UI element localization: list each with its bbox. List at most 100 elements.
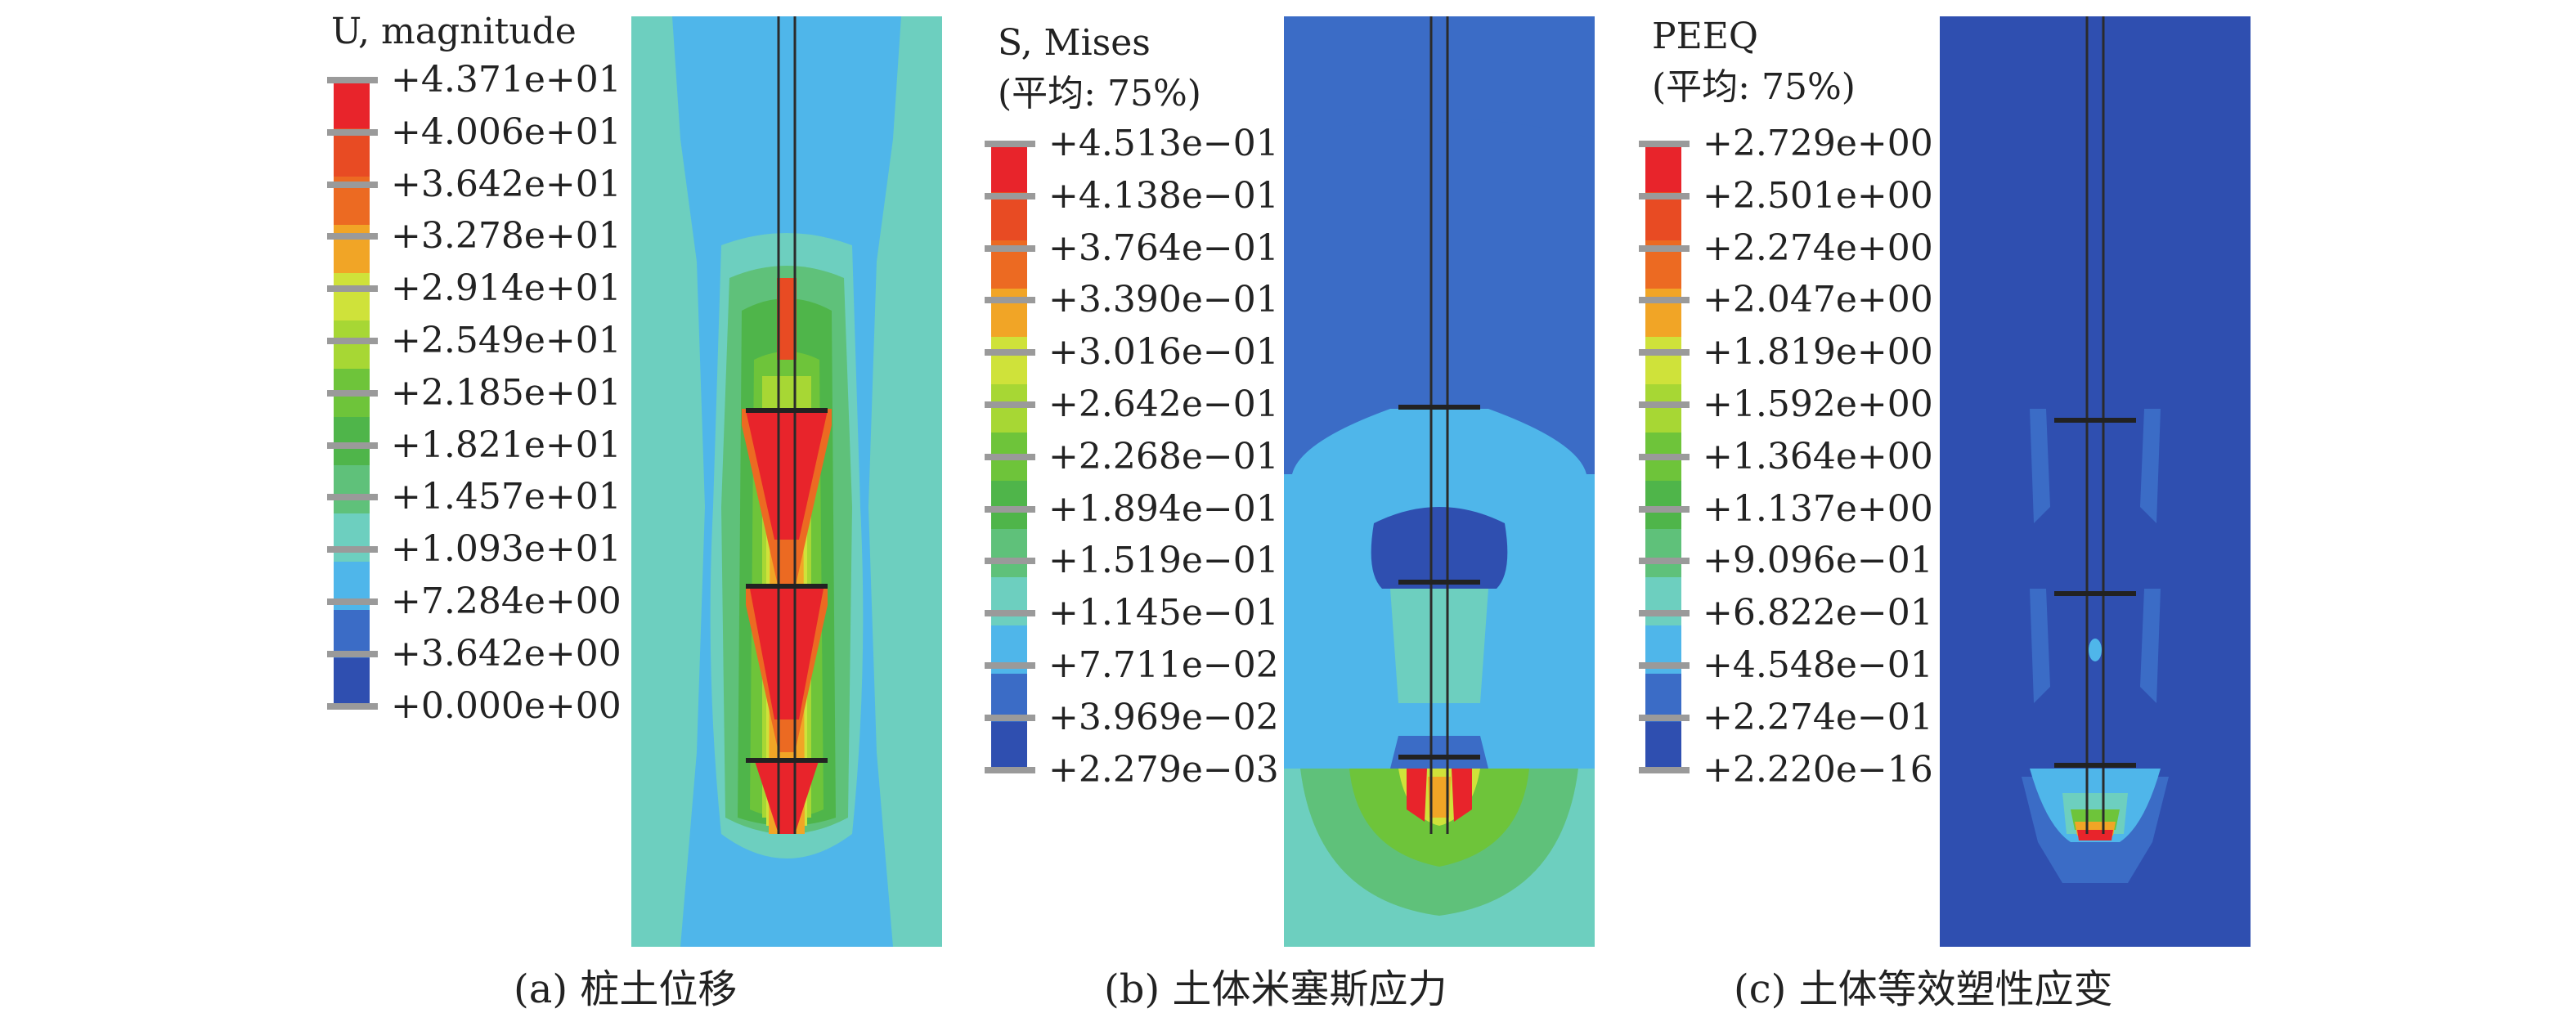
colorbar-label: +3.764e−01: [1048, 226, 1279, 269]
colorbar-tick: [1639, 505, 1690, 513]
colorbar-label: +7.711e−02: [1048, 644, 1279, 686]
colorbar-label: +1.592e+00: [1703, 383, 1933, 425]
colorbar-tick: [1639, 662, 1690, 669]
colorbar-band: [1645, 721, 1681, 771]
colorbar-tick: [327, 494, 378, 501]
colorbar-label: +7.284e+00: [391, 580, 622, 622]
colorbar-label: +3.278e+01: [391, 215, 622, 258]
colorbar-tick: [985, 141, 1035, 147]
colorbar-tick: [1639, 558, 1690, 565]
colorbar-label: +9.096e−01: [1703, 540, 1933, 582]
colorbar-tick: [985, 714, 1035, 721]
colorbar-tick: [1639, 192, 1690, 199]
colorbar-band: [1645, 288, 1681, 338]
colorbar-band: [991, 191, 1027, 241]
colorbar-label: +2.549e+01: [391, 320, 622, 361]
colorbar-label: +2.185e+01: [391, 371, 622, 414]
colorbar-label: +1.821e+01: [391, 424, 622, 466]
colorbar-band: [334, 417, 370, 467]
colorbar-tick: [327, 181, 378, 188]
colorbar-band: [1645, 673, 1681, 723]
colorbar-band: [1645, 191, 1681, 241]
contour-plot-displacement: [631, 16, 942, 947]
colorbar-tick: [985, 610, 1035, 617]
colorbar-band: [991, 673, 1027, 723]
colorbar-c: [1645, 144, 1681, 771]
colorbar-label: +2.729e+00: [1703, 123, 1933, 164]
colorbar-band: [991, 529, 1027, 579]
colorbar-band: [1645, 529, 1681, 579]
colorbar-tick: [327, 77, 378, 83]
colorbar-tick: [327, 285, 378, 293]
colorbar-label: +4.371e+01: [391, 59, 622, 101]
colorbar-tick: [327, 442, 378, 449]
contour-plot-peeq: [1940, 16, 2251, 947]
colorbar-tick: [985, 297, 1035, 304]
colorbar-label: +3.642e+01: [391, 163, 622, 205]
colorbar-tick: [985, 349, 1035, 356]
colorbar-tick: [985, 453, 1035, 460]
legend-title-b-line2: (平均: 75%): [998, 73, 1201, 114]
colorbar-band: [334, 224, 370, 274]
colorbar-tick: [327, 546, 378, 554]
colorbar-label: +4.548e−01: [1703, 644, 1933, 686]
legend-title-b-line1: S, Mises: [998, 22, 1151, 64]
colorbar-label: +2.642e−01: [1048, 383, 1279, 425]
colorbar-label: +1.145e−01: [1048, 592, 1279, 634]
colorbar-label: +0.000e+00: [391, 684, 622, 727]
colorbar-tick: [327, 128, 378, 136]
colorbar-label: +1.364e+00: [1703, 435, 1933, 477]
colorbar-band: [1645, 577, 1681, 626]
colorbar-band: [991, 577, 1027, 626]
colorbar-label: +2.268e−01: [1048, 435, 1279, 477]
colorbar-tick: [327, 702, 378, 710]
colorbar-label: +1.519e−01: [1048, 540, 1279, 582]
colorbar-tick: [1639, 766, 1690, 773]
colorbar-tick: [985, 558, 1035, 565]
colorbar-tick: [1639, 401, 1690, 408]
colorbar-tick: [1639, 453, 1690, 460]
colorbar-tick: [327, 598, 378, 605]
colorbar-tick: [1639, 244, 1690, 252]
colorbar-band: [991, 336, 1027, 386]
colorbar-tick: [985, 766, 1035, 773]
colorbar-band: [991, 384, 1027, 434]
legend-title-c-line2: (平均: 75%): [1652, 66, 1856, 108]
colorbar-label: +2.047e+00: [1703, 279, 1933, 321]
colorbar-tick: [1639, 297, 1690, 304]
colorbar-label: +2.914e+01: [391, 267, 622, 310]
colorbar-label: +1.457e+01: [391, 476, 622, 518]
legend-title-a-line1: U, magnitude: [331, 11, 577, 52]
caption-a: (a) 桩土位移: [514, 966, 738, 1012]
colorbar-band: [334, 609, 370, 659]
colorbar-tick: [1639, 141, 1690, 147]
contour-plot-mises-stress: [1284, 16, 1595, 947]
colorbar-label: +2.274e+00: [1703, 226, 1933, 269]
colorbar-label: +1.819e+00: [1703, 331, 1933, 374]
legend-title-c: PEEQ (平均: 75%): [1652, 11, 1856, 113]
colorbar-label: +4.138e−01: [1048, 174, 1279, 217]
colorbar-label: +2.279e−03: [1048, 748, 1279, 791]
colorbar-label: +1.137e+00: [1703, 487, 1933, 530]
colorbar-tick: [327, 233, 378, 240]
colorbar-tick: [1639, 349, 1690, 356]
colorbar-label: +2.274e−01: [1703, 696, 1933, 738]
colorbar-band: [334, 513, 370, 563]
legend-title-c-line1: PEEQ: [1652, 16, 1758, 57]
colorbar-tick: [1639, 714, 1690, 721]
colorbar-b: [991, 144, 1027, 771]
colorbar-band: [1645, 144, 1681, 193]
colorbar-tick: [985, 192, 1035, 199]
colorbar-label: +6.822e−01: [1703, 592, 1933, 634]
colorbar-tick: [327, 338, 378, 344]
colorbar-label: +1.894e−01: [1048, 487, 1279, 530]
colorbar-label: +3.016e−01: [1048, 331, 1279, 374]
colorbar-label: +3.969e−02: [1048, 696, 1279, 738]
colorbar-band: [991, 288, 1027, 338]
colorbar-tick: [1639, 610, 1690, 617]
colorbar-band: [991, 144, 1027, 193]
colorbar-band: [334, 80, 370, 129]
colorbar-band: [991, 721, 1027, 771]
colorbar-tick: [985, 505, 1035, 513]
colorbar-label: +4.513e−01: [1048, 123, 1279, 164]
